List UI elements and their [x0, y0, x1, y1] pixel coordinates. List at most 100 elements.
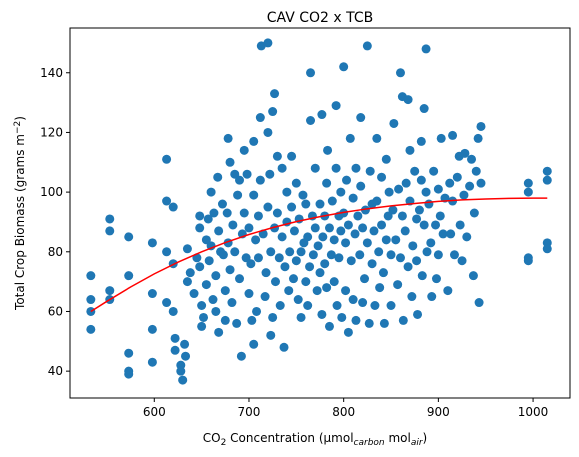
scatter-point [214, 226, 224, 236]
scatter-point [424, 199, 434, 209]
y-axis-label: Total Crop Biomass (grams m−2) [13, 116, 27, 311]
scatter-point [331, 163, 341, 173]
scatter-point [356, 113, 366, 123]
y-axis-ticks: 40 60 80 100 120 140 [40, 66, 70, 378]
scatter-point [217, 199, 227, 209]
fit-curve-group [90, 197, 548, 313]
scatter-point [168, 202, 178, 212]
scatter-point [249, 190, 259, 200]
scatter-point [346, 256, 356, 266]
scatter-point [446, 229, 456, 239]
scatter-point [345, 133, 355, 143]
scatter-point [326, 250, 336, 260]
scatter-point [431, 220, 441, 230]
scatter-point [542, 244, 552, 254]
scatter-point [288, 274, 298, 284]
y-tick-label: 140 [40, 66, 63, 80]
scatter-point [296, 312, 306, 322]
scatter-point [147, 238, 157, 248]
scatter-point [332, 301, 342, 310]
scatter-point [419, 104, 429, 114]
scatter-point [422, 247, 432, 257]
scatter-point [105, 286, 115, 296]
scatter-point [228, 220, 238, 230]
scatter-point [230, 247, 240, 257]
y-tick-label: 100 [40, 185, 63, 199]
scatter-point [455, 220, 465, 230]
scatter-points [86, 38, 552, 385]
scatter-point [372, 196, 382, 206]
scatter-point [289, 226, 299, 236]
chart-title: CAV CO2 x TCB [267, 10, 373, 26]
scatter-point [379, 318, 389, 328]
scatter-point [405, 145, 415, 155]
scatter-point [362, 41, 372, 51]
scatter-point [343, 327, 353, 337]
scatter-point [263, 202, 273, 212]
scatter-point [211, 271, 221, 281]
scatter-point [218, 250, 228, 260]
scatter-point [147, 357, 157, 367]
x-tick-label: 800 [332, 405, 355, 419]
scatter-point [233, 190, 243, 200]
scatter-point [178, 375, 188, 385]
scatter-point [449, 250, 459, 260]
scatter-point [225, 265, 235, 275]
scatter-point [266, 247, 276, 257]
scatter-point [268, 107, 278, 117]
scatter-point [436, 133, 446, 143]
scatter-point [336, 226, 346, 236]
scatter-point [433, 250, 443, 260]
scatter-point [284, 286, 294, 296]
scatter-point [427, 292, 437, 302]
scatter-point [220, 315, 230, 325]
scatter-point [86, 271, 96, 281]
scatter-point [433, 184, 443, 194]
scatter-point [285, 247, 295, 257]
scatter-point [474, 298, 484, 308]
scatter-point [421, 44, 431, 54]
scatter-point [124, 348, 134, 358]
scatter-point [322, 178, 332, 188]
scatter-point [310, 223, 320, 233]
scatter-point [170, 345, 180, 355]
scatter-point [324, 223, 334, 233]
scatter-point [412, 214, 422, 224]
scatter-point [303, 232, 313, 242]
scatter-point [162, 298, 172, 308]
scatter-point [147, 289, 157, 299]
y-tick-label: 80 [48, 245, 63, 259]
scatter-point [105, 214, 115, 224]
scatter-point [413, 309, 423, 319]
scatter-point [261, 268, 271, 278]
x-tick-label: 600 [143, 405, 166, 419]
scatter-point [523, 178, 533, 188]
scatter-point [421, 187, 431, 197]
scatter-point [287, 202, 297, 212]
scatter-point [401, 178, 411, 188]
scatter-point [365, 166, 375, 176]
scatter-point [438, 229, 448, 239]
scatter-point [170, 333, 180, 343]
scatter-point [182, 244, 192, 254]
scatter-point [235, 175, 245, 185]
scatter-point [342, 175, 352, 185]
y-tick-label: 60 [48, 304, 63, 318]
scatter-point [377, 172, 387, 182]
scatter-point [353, 211, 363, 221]
scatter-point [195, 262, 205, 272]
scatter-point [232, 318, 242, 328]
scatter-point [341, 238, 351, 248]
scatter-point [416, 136, 426, 146]
y-label-superscript: −2 [13, 121, 23, 134]
scatter-point [403, 262, 413, 272]
x-label-co2: CO [203, 431, 221, 445]
scatter-point [395, 253, 405, 263]
scatter-point [272, 151, 282, 161]
scatter-point [277, 232, 287, 242]
scatter-point [213, 172, 223, 182]
scatter-point [291, 256, 301, 266]
scatter-point [403, 95, 413, 105]
scatter-point [443, 286, 453, 296]
scatter-point [417, 271, 427, 281]
